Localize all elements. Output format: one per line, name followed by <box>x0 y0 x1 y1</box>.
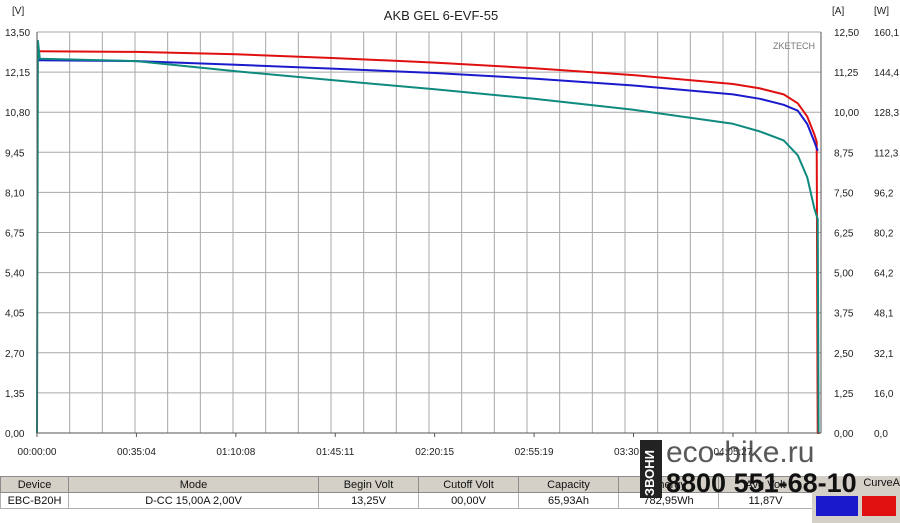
series-line-1 <box>36 50 820 434</box>
power-axis-tick-label: 128,3 <box>874 108 899 119</box>
x-axis-tick-label: 01:10:08 <box>216 447 255 458</box>
current-axis-tick-label: 5,00 <box>834 269 854 280</box>
left-axis-tick-label: 9,45 <box>5 148 25 159</box>
value-cutoff-volt: 00,00V <box>418 492 519 509</box>
left-axis-tick-label: 1,35 <box>5 389 25 400</box>
power-axis-unit: [W] <box>874 6 889 17</box>
x-axis-tick-label: 04:05:27 <box>713 447 752 458</box>
value-mode: D-CC 15,00A 2,00V <box>68 492 319 509</box>
chart-title: AKB GEL 6-EVF-55 <box>384 8 498 23</box>
discharge-chart: 0,00 1,35 2,70 4,05 5,40 6,75 8,10 9,45 10,80 12,… <box>5 6 899 458</box>
power-axis-tick-label: 80,2 <box>874 229 894 240</box>
power-axis-tick-label: 160,1 <box>874 28 899 39</box>
value-capacity: 65,93Ah <box>518 492 619 509</box>
header-cutoff-volt: Cutoff Volt <box>418 476 519 493</box>
brand-label: ZKETECH <box>773 41 815 51</box>
power-axis-tick-label: 144,4 <box>874 68 899 79</box>
x-axis-tick-label: 02:55:19 <box>515 447 554 458</box>
results-header-row: Device Mode Begin Volt Cutoff Volt Capac… <box>0 476 813 493</box>
x-axis-tick-label: 01:45:11 <box>316 447 355 458</box>
left-axis-unit: [V] <box>12 6 24 17</box>
header-capacity: Capacity <box>518 476 619 493</box>
watermark-domain: eco-bike.ru <box>666 436 815 469</box>
results-table: Device Mode Begin Volt Cutoff Volt Capac… <box>0 476 900 523</box>
power-axis-tick-label: 16,0 <box>874 389 894 400</box>
header-begin-volt: Begin Volt <box>318 476 419 493</box>
current-axis-tick-label: 7,50 <box>834 188 854 199</box>
watermark-call-box: ЗВОНИ <box>640 440 662 498</box>
curve-legend: CurveA <box>812 476 900 523</box>
watermark-call-text: ЗВОНИ <box>642 450 657 497</box>
current-axis-tick-label: 11,25 <box>834 68 859 79</box>
curve-legend-label: CurveA <box>863 477 900 489</box>
power-axis-tick-label: 32,1 <box>874 349 894 360</box>
series-line-3 <box>36 39 820 434</box>
left-axis-tick-label: 0,00 <box>5 429 25 440</box>
curve-legend-swatch-red <box>862 496 896 516</box>
left-axis-tick-label: 13,50 <box>5 28 30 39</box>
power-axis-tick-label: 96,2 <box>874 188 894 199</box>
left-axis-tick-label: 8,10 <box>5 188 25 199</box>
header-avg-volt: Avg Volt <box>718 476 813 493</box>
value-device: EBC-B20H <box>0 492 69 509</box>
left-axis: 0,00 1,35 2,70 4,05 5,40 6,75 8,10 9,45 10,80 12,… <box>5 28 30 440</box>
current-axis-tick-label: 12,50 <box>834 28 859 39</box>
current-axis-tick-label: 10,00 <box>834 108 859 119</box>
power-axis-tick-label: 0,0 <box>874 429 888 440</box>
current-axis-tick-label: 1,25 <box>834 389 854 400</box>
watermark-phone: 8800 551-68-10 <box>666 468 857 498</box>
left-axis-tick-label: 10,80 <box>5 108 30 119</box>
current-axis: 0,00 1,25 2,50 3,75 5,00 6,25 7,50 8,75 10,00 11,… <box>834 28 859 440</box>
current-axis-tick-label: 0,00 <box>834 429 854 440</box>
series-line-2 <box>36 59 819 152</box>
left-axis-tick-label: 12,15 <box>5 68 30 79</box>
value-begin-volt: 13,25V <box>318 492 419 509</box>
current-axis-unit: [A] <box>832 6 844 17</box>
x-axis-tick-label: 02:20:15 <box>415 447 454 458</box>
left-axis-tick-label: 2,70 <box>5 349 25 360</box>
results-grid: Device Mode Begin Volt Cutoff Volt Capac… <box>0 476 813 509</box>
x-axis-tick-label: 00:00:00 <box>18 447 57 458</box>
results-value-row: EBC-B20H D-CC 15,00A 2,00V 13,25V 00,00V… <box>0 492 813 509</box>
series-layer <box>36 39 820 434</box>
header-mode: Mode <box>68 476 319 493</box>
left-axis-tick-label: 6,75 <box>5 229 25 240</box>
x-axis-tick-label: 03:30:23 <box>614 447 653 458</box>
x-axis-tick-label: 00:35:04 <box>117 447 156 458</box>
x-axis: 00:00:00 00:35:04 01:10:08 01:45:11 02:20:15… <box>18 433 753 458</box>
watermark: ЗВОНИ eco-bike.ru 8800 551-68-10 <box>640 432 880 502</box>
header-device: Device <box>0 476 69 493</box>
current-axis-tick-label: 2,50 <box>834 349 854 360</box>
power-axis-tick-label: 64,2 <box>874 269 894 280</box>
left-axis-tick-label: 4,05 <box>5 309 25 320</box>
current-axis-tick-label: 8,75 <box>834 148 854 159</box>
curve-legend-swatch-blue <box>816 496 858 516</box>
power-axis-tick-label: 48,1 <box>874 309 894 320</box>
power-axis: 0,0 16,0 32,1 48,1 64,2 80,2 96,2 112,3 128,3 144… <box>874 28 899 440</box>
power-axis-tick-label: 112,3 <box>874 148 899 159</box>
current-axis-tick-label: 3,75 <box>834 309 854 320</box>
left-axis-tick-label: 5,40 <box>5 269 25 280</box>
current-axis-tick-label: 6,25 <box>834 229 854 240</box>
